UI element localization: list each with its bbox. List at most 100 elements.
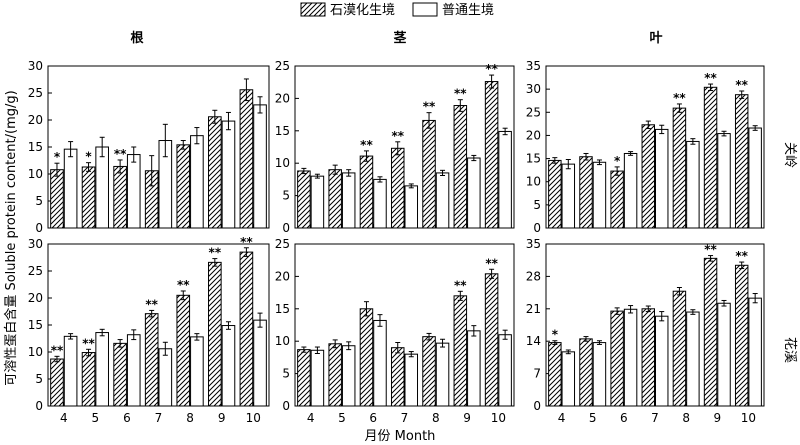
bar-rocky-habitat — [390, 147, 405, 229]
x-tick-label: 10 — [741, 411, 756, 425]
y-tick-label: 5 — [282, 189, 290, 203]
bar-normal-habitat — [341, 345, 356, 407]
bar-normal-habitat — [748, 297, 762, 407]
y-tick-label: 5 — [35, 194, 43, 208]
bar-rocky-habitat — [113, 342, 127, 407]
y-tick-label: 10 — [526, 175, 541, 189]
bar-normal-habitat — [623, 152, 638, 229]
significance-marker: ** — [391, 129, 404, 143]
bar-normal-habitat — [404, 185, 419, 229]
y-tick-label: 10 — [275, 334, 290, 348]
bar-rocky-habitat — [672, 290, 687, 407]
bar-rocky-habitat — [297, 170, 311, 229]
y-tick-label: 20 — [275, 91, 290, 105]
bar-normal-habitat — [158, 348, 173, 407]
significance-marker: ** — [485, 256, 498, 270]
y-tick-label: 20 — [28, 113, 43, 127]
bar-rocky-habitat — [81, 166, 96, 229]
bar-normal-habitat — [686, 311, 700, 407]
bar-rocky-habitat — [453, 105, 468, 229]
significance-marker: ** — [240, 235, 253, 249]
bar-normal-habitat — [498, 130, 512, 229]
bar-rocky-habitat — [453, 295, 468, 407]
bar-rocky-habitat — [208, 261, 222, 407]
significance-marker: * — [552, 328, 559, 342]
x-tick-label: 6 — [620, 411, 628, 425]
bar-rocky-habitat — [548, 159, 562, 229]
x-tick-label: 7 — [155, 411, 163, 425]
significance-marker: * — [54, 150, 61, 164]
y-tick-label: 10 — [275, 156, 290, 170]
bar-normal-habitat — [467, 157, 481, 229]
significance-marker: ** — [673, 91, 686, 105]
bar-rocky-habitat — [328, 169, 342, 229]
bar-normal-habitat — [748, 127, 762, 229]
bar-normal-habitat — [126, 154, 141, 229]
panel-1: 0 5 10 15 20 25 ** ** ** ** ** — [275, 59, 515, 235]
y-tick-label: 5 — [282, 367, 290, 381]
bar-normal-habitat — [655, 315, 669, 407]
bar-normal-habitat — [63, 335, 78, 407]
significance-marker: ** — [209, 246, 222, 260]
y-tick-label: 15 — [275, 302, 290, 316]
bar-rocky-habitat — [176, 144, 191, 229]
bar-rocky-habitat — [579, 156, 593, 229]
legend-swatch-plain — [412, 2, 438, 17]
y-tick-label: 28 — [526, 269, 541, 283]
bar-normal-habitat — [404, 353, 419, 407]
y-tick-label: 0 — [533, 221, 541, 235]
y-tick-label: 20 — [526, 128, 541, 142]
y-tick-label: 30 — [28, 237, 43, 251]
bar-normal-habitat — [592, 342, 607, 407]
bar-rocky-habitat — [422, 119, 436, 229]
significance-marker: ** — [704, 243, 717, 257]
bar-normal-habitat — [221, 325, 236, 407]
y-tick-label: 0 — [282, 399, 290, 413]
y-tick-label: 0 — [282, 221, 290, 235]
y-tick-label: 15 — [275, 124, 290, 138]
significance-marker: * — [614, 154, 621, 168]
bar-rocky-habitat — [50, 358, 64, 407]
bar-normal-habitat — [95, 332, 109, 407]
column-title-stem: 茎 — [393, 30, 406, 46]
x-tick-label: 9 — [463, 411, 471, 425]
bar-rocky-habitat — [176, 294, 191, 407]
y-tick-label: 30 — [28, 59, 43, 73]
bar-rocky-habitat — [50, 169, 64, 229]
legend-label-rocky: 石漠化生境 — [330, 3, 395, 18]
bar-normal-habitat — [435, 172, 450, 229]
significance-marker: ** — [177, 278, 190, 292]
y-axis-label: 可溶性蛋白含量 Soluble protein content/(mg/g) — [3, 90, 19, 385]
bar-rocky-habitat — [359, 155, 374, 229]
bar-rocky-habitat — [297, 349, 311, 407]
y-tick-label: 35 — [526, 59, 541, 73]
bar-normal-habitat — [467, 330, 481, 407]
significance-marker: ** — [82, 336, 95, 350]
y-tick-label: 30 — [526, 82, 541, 96]
bar-rocky-habitat — [641, 124, 655, 229]
y-tick-label: 15 — [526, 152, 541, 166]
bar-rocky-habitat — [390, 347, 405, 407]
column-title-root: 根 — [130, 30, 144, 46]
bar-normal-habitat — [190, 135, 204, 229]
significance-marker: ** — [735, 249, 748, 263]
y-tick-label: 5 — [533, 198, 541, 212]
y-tick-label: 0 — [35, 221, 43, 235]
x-axis-label: 月份 Month — [365, 429, 436, 444]
bar-normal-habitat — [623, 308, 638, 407]
bar-normal-habitat — [310, 349, 325, 407]
bar-normal-habitat — [221, 120, 236, 229]
x-tick-label: 4 — [60, 411, 68, 425]
bar-normal-habitat — [655, 128, 669, 229]
bar-rocky-habitat — [81, 352, 96, 407]
panel-5: 0 7 14 21 28 35 4 * 5 6 7 8 9 ** 10 ** — [526, 237, 765, 425]
y-tick-label: 25 — [28, 86, 43, 100]
bar-rocky-habitat — [113, 165, 127, 229]
bar-normal-habitat — [592, 161, 607, 229]
bar-rocky-habitat — [734, 94, 749, 229]
y-tick-label: 25 — [275, 59, 290, 73]
x-tick-label: 5 — [92, 411, 100, 425]
y-tick-label: 25 — [526, 105, 541, 119]
bar-rocky-habitat — [579, 338, 593, 407]
